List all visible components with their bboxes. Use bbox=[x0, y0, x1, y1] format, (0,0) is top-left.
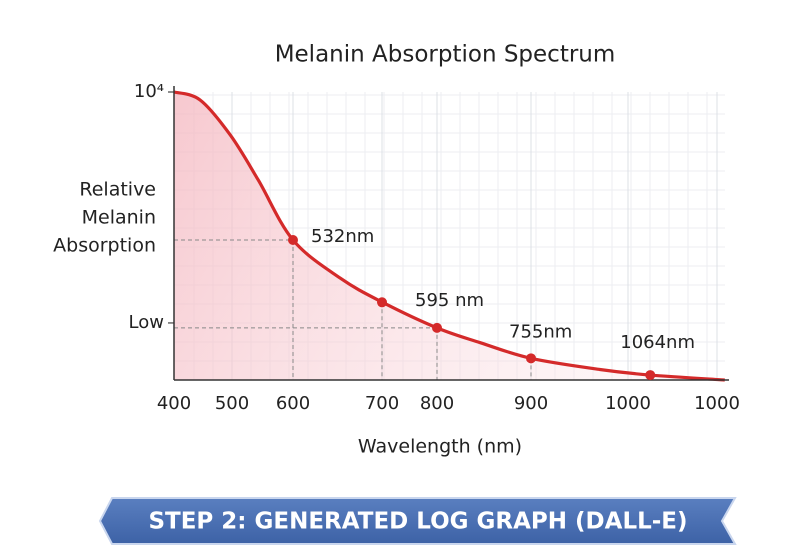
marker bbox=[645, 370, 656, 381]
x-tick-label: 400 bbox=[157, 393, 191, 414]
x-tick-label: 500 bbox=[215, 393, 249, 414]
chart-title: Melanin Absorption Spectrum bbox=[275, 42, 616, 68]
x-tick-label: 1000 bbox=[694, 393, 740, 414]
point-label: 595 nm bbox=[415, 290, 484, 311]
x-tick-label: 1000 bbox=[605, 393, 651, 414]
y-axis-label: Melanin bbox=[82, 207, 156, 229]
x-tick-label: 800 bbox=[420, 393, 454, 414]
y-axis-label: Absorption bbox=[53, 235, 156, 257]
banner-text: STEP 2: GENERATED LOG GRAPH (DALL-E) bbox=[148, 509, 687, 535]
banner-ribbon bbox=[98, 497, 737, 545]
marker bbox=[377, 297, 387, 308]
y-tick-label: 10⁴ bbox=[134, 81, 164, 102]
x-tick-label: 700 bbox=[365, 393, 399, 414]
x-tick-label: 900 bbox=[514, 393, 548, 414]
plot: 400 500 600 700 800 900 1000 1000 10⁴ Low 532nm 595… bbox=[129, 81, 740, 414]
marker bbox=[288, 234, 298, 245]
marker bbox=[526, 353, 536, 364]
x-tick-label: 600 bbox=[276, 393, 310, 414]
point-label: 755nm bbox=[509, 321, 572, 342]
point-label: 1064nm bbox=[620, 332, 695, 353]
point-label: 532nm bbox=[311, 226, 374, 247]
marker bbox=[432, 322, 442, 333]
area bbox=[174, 92, 725, 380]
y-tick-label: Low bbox=[129, 312, 164, 333]
x-axis-label: Wavelength (nm) bbox=[358, 436, 522, 458]
y-axis-label: Relative bbox=[79, 179, 156, 201]
